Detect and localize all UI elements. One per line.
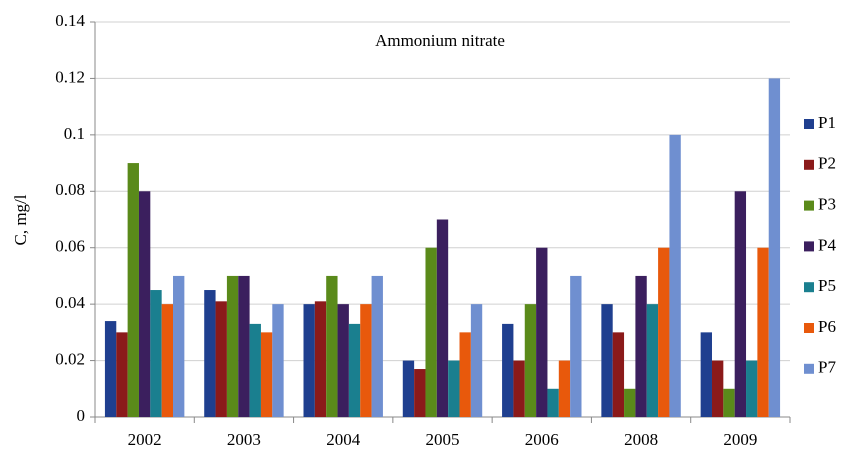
bar: [238, 275, 250, 417]
bar: [624, 388, 636, 417]
bar: [669, 134, 681, 417]
legend-swatch: [804, 323, 814, 333]
y-tick-label: 0.04: [55, 293, 85, 312]
legend-swatch: [804, 119, 814, 129]
y-tick-label: 0.12: [55, 67, 85, 86]
bar: [470, 304, 483, 417]
bar: [260, 332, 273, 417]
bar: [249, 323, 261, 417]
legend-swatch: [804, 363, 814, 374]
bar: [459, 332, 471, 417]
bar: [215, 301, 227, 417]
bar: [204, 290, 216, 417]
x-tick-label: 2005: [426, 430, 460, 449]
bar: [303, 304, 315, 417]
x-tick-label: 2004: [326, 430, 361, 449]
bar: [558, 360, 571, 417]
y-tick-label: 0.06: [55, 237, 85, 256]
legend-swatch: [804, 241, 814, 252]
bar: [502, 323, 514, 417]
y-axis-label: C, mg/l: [11, 194, 30, 245]
x-tick-label: 2002: [128, 430, 162, 449]
bar: [635, 275, 647, 417]
legend-label: P1: [818, 113, 836, 132]
legend-label: P4: [818, 235, 836, 254]
legend-label: P3: [818, 195, 836, 214]
bar: [711, 360, 724, 417]
y-tick-label: 0.1: [64, 124, 85, 143]
bar: [348, 323, 361, 417]
bar: [570, 275, 582, 417]
bar: [173, 275, 185, 417]
legend-swatch: [804, 282, 814, 293]
bar: [104, 321, 117, 417]
x-tick-label: 2006: [525, 430, 559, 449]
bar: [161, 304, 174, 417]
bar: [746, 360, 758, 417]
y-tick-label: 0.14: [55, 11, 85, 30]
legend-label: P5: [818, 276, 836, 295]
legend-label: P7: [818, 358, 836, 377]
x-tick-label: 2008: [624, 430, 658, 449]
bar: [436, 219, 449, 417]
bar: [547, 388, 559, 417]
bar: [658, 247, 670, 417]
chart-title: Ammonium nitrate: [375, 31, 505, 50]
bar: [513, 360, 525, 417]
y-tick-label: 0.02: [55, 349, 85, 368]
bar: [272, 304, 284, 417]
legend-label: P2: [818, 154, 836, 173]
bar: [536, 247, 548, 417]
bar: [646, 304, 659, 417]
bar: [402, 360, 415, 417]
bar: [360, 304, 372, 417]
bar: [116, 332, 128, 417]
bar: [226, 275, 239, 417]
bar: [337, 304, 349, 417]
bar: [150, 290, 162, 417]
bar: [425, 247, 437, 417]
x-tick-label: 2009: [723, 430, 757, 449]
bar: [601, 304, 613, 417]
y-tick-label: 0: [77, 406, 86, 425]
bar: [371, 275, 383, 417]
bar: [414, 369, 426, 417]
bar: [734, 191, 747, 417]
bar: [314, 301, 327, 417]
legend-swatch: [804, 200, 814, 211]
bar: [612, 332, 625, 417]
bar: [448, 360, 460, 417]
bar: [757, 247, 769, 417]
bar: [768, 78, 781, 417]
y-tick-label: 0.08: [55, 180, 85, 199]
bar: [524, 304, 537, 417]
bar: [138, 191, 151, 417]
legend-swatch: [804, 159, 814, 170]
bar: [723, 388, 735, 417]
x-tick-label: 2003: [227, 430, 261, 449]
bar: [326, 275, 338, 417]
bar: [127, 163, 139, 417]
bar: [700, 332, 712, 417]
legend-label: P6: [818, 317, 836, 336]
